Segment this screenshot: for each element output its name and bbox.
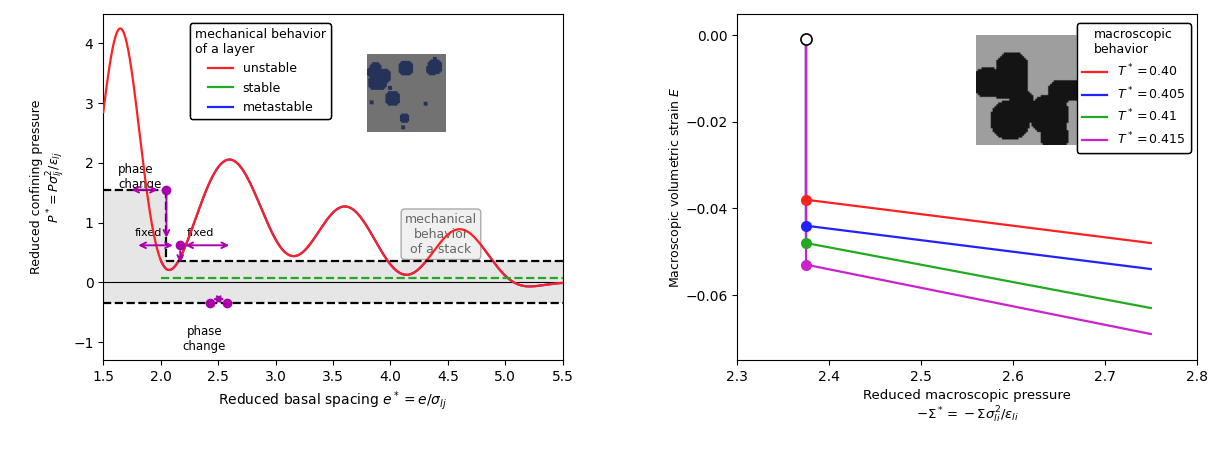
Text: phase
change: phase change: [182, 325, 226, 353]
Text: fixed: fixed: [135, 228, 162, 238]
Text: phase
change: phase change: [118, 163, 162, 191]
Text: fixed: fixed: [187, 228, 215, 238]
Legend: unstable, stable, metastable: unstable, stable, metastable: [190, 23, 330, 119]
Y-axis label: Reduced confining pressure
$P^* = P\sigma_{lj}^2/\epsilon_{lj}$: Reduced confining pressure $P^* = P\sigm…: [29, 99, 68, 274]
X-axis label: Reduced basal spacing $e^* =e/\sigma_{lj}$: Reduced basal spacing $e^* =e/\sigma_{lj…: [219, 389, 447, 412]
Polygon shape: [103, 190, 563, 303]
X-axis label: Reduced macroscopic pressure
$-\Sigma^* =-\Sigma\sigma_{li}^2/\epsilon_{li}$: Reduced macroscopic pressure $-\Sigma^* …: [863, 389, 1070, 425]
Legend: $T^* =0.40$, $T^* =0.405$, $T^* =0.41$, $T^* =0.415$: $T^* =0.40$, $T^* =0.405$, $T^* =0.41$, …: [1076, 23, 1191, 153]
Text: mechanical
behavior
of a stack: mechanical behavior of a stack: [405, 213, 477, 256]
Y-axis label: Macroscopic volumetric strain $E$: Macroscopic volumetric strain $E$: [667, 86, 684, 288]
